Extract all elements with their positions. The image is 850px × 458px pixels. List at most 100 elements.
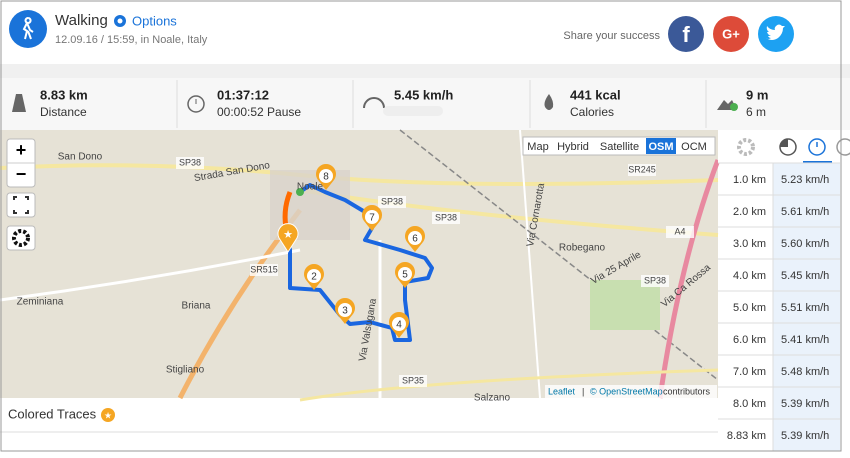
attribution-link[interactable]: Leaflet bbox=[548, 386, 576, 396]
stats-bar bbox=[0, 78, 850, 130]
options-link[interactable]: Options bbox=[132, 13, 177, 28]
place-label: A4 bbox=[674, 226, 685, 236]
map[interactable] bbox=[0, 130, 718, 398]
route-marker-label: 7 bbox=[369, 213, 375, 224]
route-marker-label: 2 bbox=[311, 272, 317, 283]
layer-button[interactable]: Map bbox=[527, 141, 548, 153]
stat-label: Distance bbox=[40, 105, 87, 119]
split-speed-cell bbox=[773, 227, 840, 259]
map-markers: 2 3 4 5 6 7 8 bbox=[304, 163, 425, 338]
split-distance: 3.0 km bbox=[733, 238, 766, 250]
colored-traces-badge bbox=[101, 408, 115, 422]
split-speed: 5.48 km/h bbox=[781, 366, 829, 378]
route-marker-label: 4 bbox=[396, 320, 402, 331]
route-marker-label: 6 bbox=[412, 234, 418, 245]
split-speed-cell bbox=[773, 419, 840, 451]
split-distance: 8.83 km bbox=[727, 430, 766, 442]
split-distance: 2.0 km bbox=[733, 206, 766, 218]
badge-star: ★ bbox=[104, 410, 112, 420]
zoom-in[interactable]: + bbox=[16, 140, 27, 160]
route-marker-label: 5 bbox=[402, 270, 408, 281]
place-label: Noale bbox=[297, 182, 324, 193]
split-speed-cell bbox=[773, 195, 840, 227]
stat-label: 00:00:52 Pause bbox=[217, 105, 301, 119]
route-marker-face bbox=[307, 269, 321, 283]
route-marker-face bbox=[338, 303, 352, 317]
layer-button[interactable]: Hybrid bbox=[557, 141, 589, 153]
attribution-osm[interactable]: © OpenStreetMap bbox=[590, 386, 663, 396]
place-label: SP35 bbox=[402, 375, 424, 385]
place-label: Robegano bbox=[559, 243, 606, 254]
road-label-bg bbox=[666, 226, 694, 238]
split-distance: 8.0 km bbox=[733, 398, 766, 410]
split-distance: 6.0 km bbox=[733, 334, 766, 346]
route-marker-label: 8 bbox=[323, 172, 329, 183]
split-speed: 5.39 km/h bbox=[781, 398, 829, 410]
split-speed-cell bbox=[773, 291, 840, 323]
window-border bbox=[0, 0, 842, 452]
split-speed: 5.51 km/h bbox=[781, 302, 829, 314]
datetime: 12.09.16 / 15:59, in Noale, Italy bbox=[55, 34, 208, 46]
fullscreen-icon bbox=[13, 196, 29, 214]
next-tab[interactable] bbox=[836, 138, 850, 156]
speed-tab[interactable] bbox=[808, 138, 826, 156]
place-label: SR245 bbox=[628, 164, 656, 174]
attribution-bg bbox=[545, 385, 717, 398]
settings-button[interactable] bbox=[6, 225, 36, 251]
end-dot bbox=[296, 188, 304, 196]
stat-value: 01:37:12 bbox=[217, 87, 269, 102]
fullscreen-button[interactable] bbox=[6, 192, 36, 218]
route-marker-face bbox=[408, 231, 422, 245]
separator bbox=[0, 64, 850, 78]
layer-buttons: Map Hybrid Satellite OSM OCM bbox=[527, 138, 707, 154]
zoom-out[interactable]: − bbox=[16, 164, 27, 184]
stat-value: 441 kcal bbox=[570, 87, 621, 102]
road-label-bg bbox=[250, 264, 278, 276]
walker bbox=[22, 17, 34, 40]
route-marker-face bbox=[365, 210, 379, 224]
attribution-suffix: contributors bbox=[663, 386, 711, 396]
split-speed: 5.45 km/h bbox=[781, 270, 829, 282]
split-distance: 1.0 km bbox=[733, 174, 766, 186]
place-label: SP38 bbox=[179, 157, 201, 167]
settings-icon bbox=[12, 229, 30, 247]
road-label-bg bbox=[399, 375, 427, 387]
split-speed-cell bbox=[773, 355, 840, 387]
place-label: SP38 bbox=[644, 275, 666, 285]
google-label: G+ bbox=[722, 26, 740, 41]
place-label: Salzano bbox=[474, 393, 511, 404]
splits-table: 1.0 km 5.23 km/h 2.0 km 5.61 km/h 3.0 km 5.60… bbox=[718, 162, 840, 451]
split-speed: 5.61 km/h bbox=[781, 206, 829, 218]
blurred-label bbox=[383, 106, 443, 116]
road-label-bg bbox=[432, 212, 460, 224]
place-label: Briana bbox=[182, 301, 211, 312]
stat-icons bbox=[12, 94, 738, 113]
pace-tab-fill bbox=[780, 139, 788, 147]
facebook-button[interactable] bbox=[668, 16, 704, 52]
splits-header bbox=[718, 130, 840, 163]
split-distance: 5.0 km bbox=[733, 302, 766, 314]
place-label: San Dono bbox=[58, 152, 103, 163]
place-label: SP38 bbox=[381, 196, 403, 206]
google-button[interactable] bbox=[713, 16, 749, 52]
route-marker-face bbox=[392, 317, 406, 331]
layer-button[interactable]: OCM bbox=[681, 141, 707, 153]
share-label: Share your success bbox=[563, 30, 660, 42]
road-label-bg bbox=[176, 157, 204, 169]
split-distance: 7.0 km bbox=[733, 366, 766, 378]
split-speed-cell bbox=[773, 387, 840, 419]
road-label-bg bbox=[641, 275, 669, 287]
route-marker-label: 3 bbox=[342, 306, 348, 317]
colored-traces[interactable]: Colored Traces bbox=[8, 406, 97, 421]
layer-button[interactable]: OSM bbox=[648, 141, 673, 153]
stat-label: Calories bbox=[570, 105, 614, 119]
layer-active-bg bbox=[646, 138, 676, 154]
splits-settings[interactable] bbox=[737, 138, 755, 156]
split-speed: 5.41 km/h bbox=[781, 334, 829, 346]
stats-dividers bbox=[176, 80, 707, 128]
road-label-bg bbox=[378, 196, 406, 208]
layer-button[interactable]: Satellite bbox=[600, 141, 639, 153]
split-distance: 4.0 km bbox=[733, 270, 766, 282]
start-marker[interactable] bbox=[277, 223, 299, 253]
split-speed: 5.39 km/h bbox=[781, 430, 829, 442]
